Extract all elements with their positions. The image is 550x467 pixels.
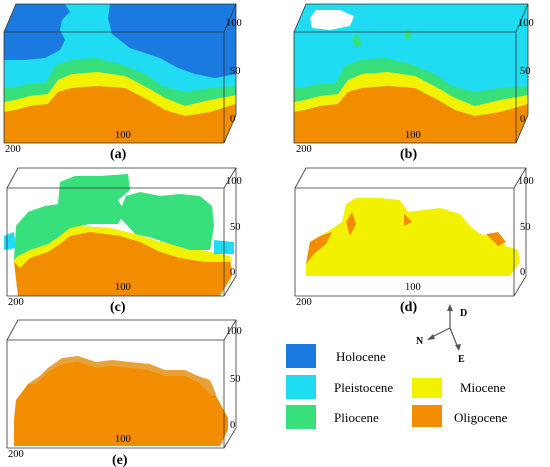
panel-d-base-100: 100	[405, 282, 421, 293]
panel-c-axis-50: 50	[230, 222, 241, 233]
panel-b-base-200: 200	[296, 144, 312, 155]
panel-c-pliocene-layer	[14, 174, 214, 260]
panel-e-axis-100: 100	[226, 326, 242, 337]
panel-b-eroded-top	[310, 10, 354, 30]
legend-swatch-oligocene	[412, 405, 442, 427]
panel-a-axis-50: 50	[230, 66, 241, 77]
panel-a: 100 50 0 200 100 (a)	[3, 3, 242, 162]
panel-a-axis-0: 0	[230, 114, 235, 125]
panel-c: 100 50 0 200 100 (c)	[4, 167, 242, 315]
panel-a-base-200: 200	[5, 144, 21, 155]
orientation-compass: D N E	[416, 304, 467, 365]
panel-b-axis-100: 100	[518, 18, 534, 29]
panel-e-oligocene-layer	[14, 358, 228, 446]
panel-d-axis-50: 50	[520, 222, 531, 233]
panel-e-axis-0: 0	[230, 420, 235, 431]
panel-c-base-200: 200	[8, 297, 24, 308]
legend-label-pleistocene: Pleistocene	[334, 380, 393, 395]
panel-d-base-200: 200	[296, 297, 312, 308]
panel-a-holocene-layer	[4, 4, 236, 78]
legend-label-oligocene: Oligocene	[454, 410, 508, 425]
panel-a-caption: (a)	[110, 147, 127, 162]
panel-e-caption: (e)	[112, 453, 128, 467]
panel-b-pliocene-patches	[352, 28, 412, 48]
panel-d-axis-100: 100	[518, 176, 534, 187]
panel-c-base-100: 100	[115, 282, 131, 293]
panel-d: 100 50 0 200 100 (d)	[294, 167, 534, 315]
legend-label-pliocene: Pliocene	[334, 410, 379, 425]
compass-d-label: D	[460, 308, 467, 319]
compass-e-label: E	[458, 354, 465, 365]
panel-c-axis-100: 100	[226, 176, 242, 187]
panel-c-axis-0: 0	[230, 267, 235, 278]
panel-e-base-100: 100	[115, 434, 131, 445]
panel-d-caption: (d)	[400, 300, 417, 315]
legend-swatch-miocene	[412, 378, 442, 398]
panel-b-caption: (b)	[400, 147, 417, 162]
legend-swatch-pleistocene	[286, 375, 316, 399]
compass-n-label: N	[416, 336, 424, 347]
panel-a-base-100: 100	[115, 130, 131, 141]
compass-e-arrow	[449, 327, 459, 349]
legend: Holocene Pleistocene Pliocene Miocene Ol…	[286, 344, 508, 429]
legend-label-miocene: Miocene	[460, 380, 506, 395]
panel-b-axis-50: 50	[520, 66, 531, 77]
panel-b-axis-0: 0	[520, 114, 525, 125]
legend-swatch-holocene	[286, 344, 316, 368]
panel-e: 100 50 0 200 100 (e)	[6, 319, 242, 467]
panel-a-axis-100: 100	[226, 18, 242, 29]
panel-d-oligocene-exposures	[306, 212, 506, 264]
panel-b-base-100: 100	[405, 130, 421, 141]
panel-d-axis-0: 0	[520, 267, 525, 278]
panel-c-caption: (c)	[110, 300, 126, 315]
panel-e-base-200: 200	[8, 449, 24, 460]
panel-c-oligocene-layer	[14, 226, 232, 296]
panel-b: 100 50 0 200 100 (b)	[293, 3, 534, 162]
panel-b-pleistocene-layer	[294, 4, 528, 92]
legend-swatch-pliocene	[286, 405, 316, 429]
panel-e-axis-50: 50	[230, 374, 241, 385]
panel-d-miocene-layer	[306, 198, 520, 276]
panel-c-miocene-layer	[14, 226, 232, 268]
legend-label-holocene: Holocene	[336, 349, 386, 364]
panel-e-top-surface	[28, 356, 216, 396]
